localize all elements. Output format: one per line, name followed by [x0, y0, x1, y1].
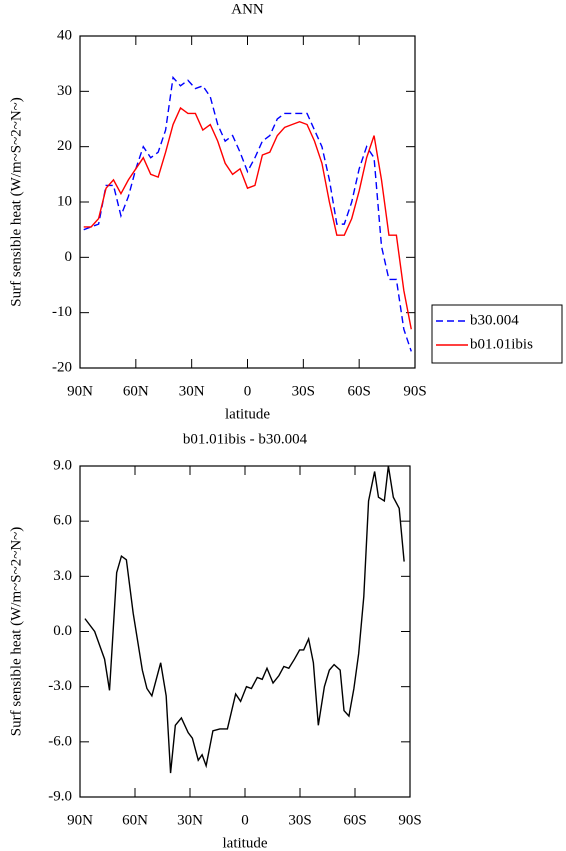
legend-label: b01.01ibis	[470, 336, 533, 352]
y-tick-label: -9.0	[48, 788, 72, 804]
y-tick-label: -6.0	[48, 733, 72, 749]
chart-title: b01.01ibis - b30.004	[183, 431, 308, 447]
x-tick-label: 60N	[123, 383, 149, 399]
x-tick-label: 90N	[67, 812, 93, 828]
data-line	[83, 75, 412, 352]
x-tick-label: 30S	[288, 812, 311, 828]
x-tick-label: 0	[244, 383, 252, 399]
data-line	[84, 465, 405, 774]
x-tick-label: 30S	[292, 383, 315, 399]
y-tick-label: -10	[52, 304, 72, 320]
plot-frame	[79, 465, 411, 798]
y-tick-label: -20	[52, 359, 72, 375]
y-tick-label: 40	[57, 27, 72, 43]
x-tick-label: 90S	[398, 812, 421, 828]
x-tick-label: 0	[241, 812, 249, 828]
x-tick-label: 30N	[177, 812, 203, 828]
x-tick-label: 60S	[343, 812, 366, 828]
y-tick-label: 6.0	[53, 513, 72, 529]
x-axis-label: latitude	[225, 406, 270, 422]
x-axis-label: latitude	[223, 835, 268, 851]
y-tick-label: 0	[65, 249, 73, 265]
data-line	[83, 106, 412, 330]
legend-label: b30.004	[470, 312, 519, 328]
y-tick-label: 0.0	[53, 623, 72, 639]
y-tick-label: 3.0	[53, 568, 72, 584]
y-tick-label: 10	[57, 193, 72, 209]
x-tick-label: 60N	[122, 812, 148, 828]
y-tick-label: -3.0	[48, 678, 72, 694]
x-tick-label: 90N	[67, 383, 93, 399]
x-tick-label: 90S	[403, 383, 426, 399]
y-tick-label: 30	[57, 83, 72, 99]
x-tick-label: 30N	[179, 383, 205, 399]
plot-frame	[79, 35, 416, 369]
y-tick-label: 9.0	[53, 457, 72, 473]
y-axis-label: Surf sensible heat (W/m~S~2~N~)	[8, 97, 24, 307]
legend-box	[431, 304, 563, 364]
y-tick-label: 20	[57, 138, 72, 154]
chart-title: ANN	[231, 1, 264, 17]
x-tick-label: 60S	[347, 383, 370, 399]
y-axis-label: Surf sensible heat (W/m~S~2~N~)	[8, 527, 24, 737]
